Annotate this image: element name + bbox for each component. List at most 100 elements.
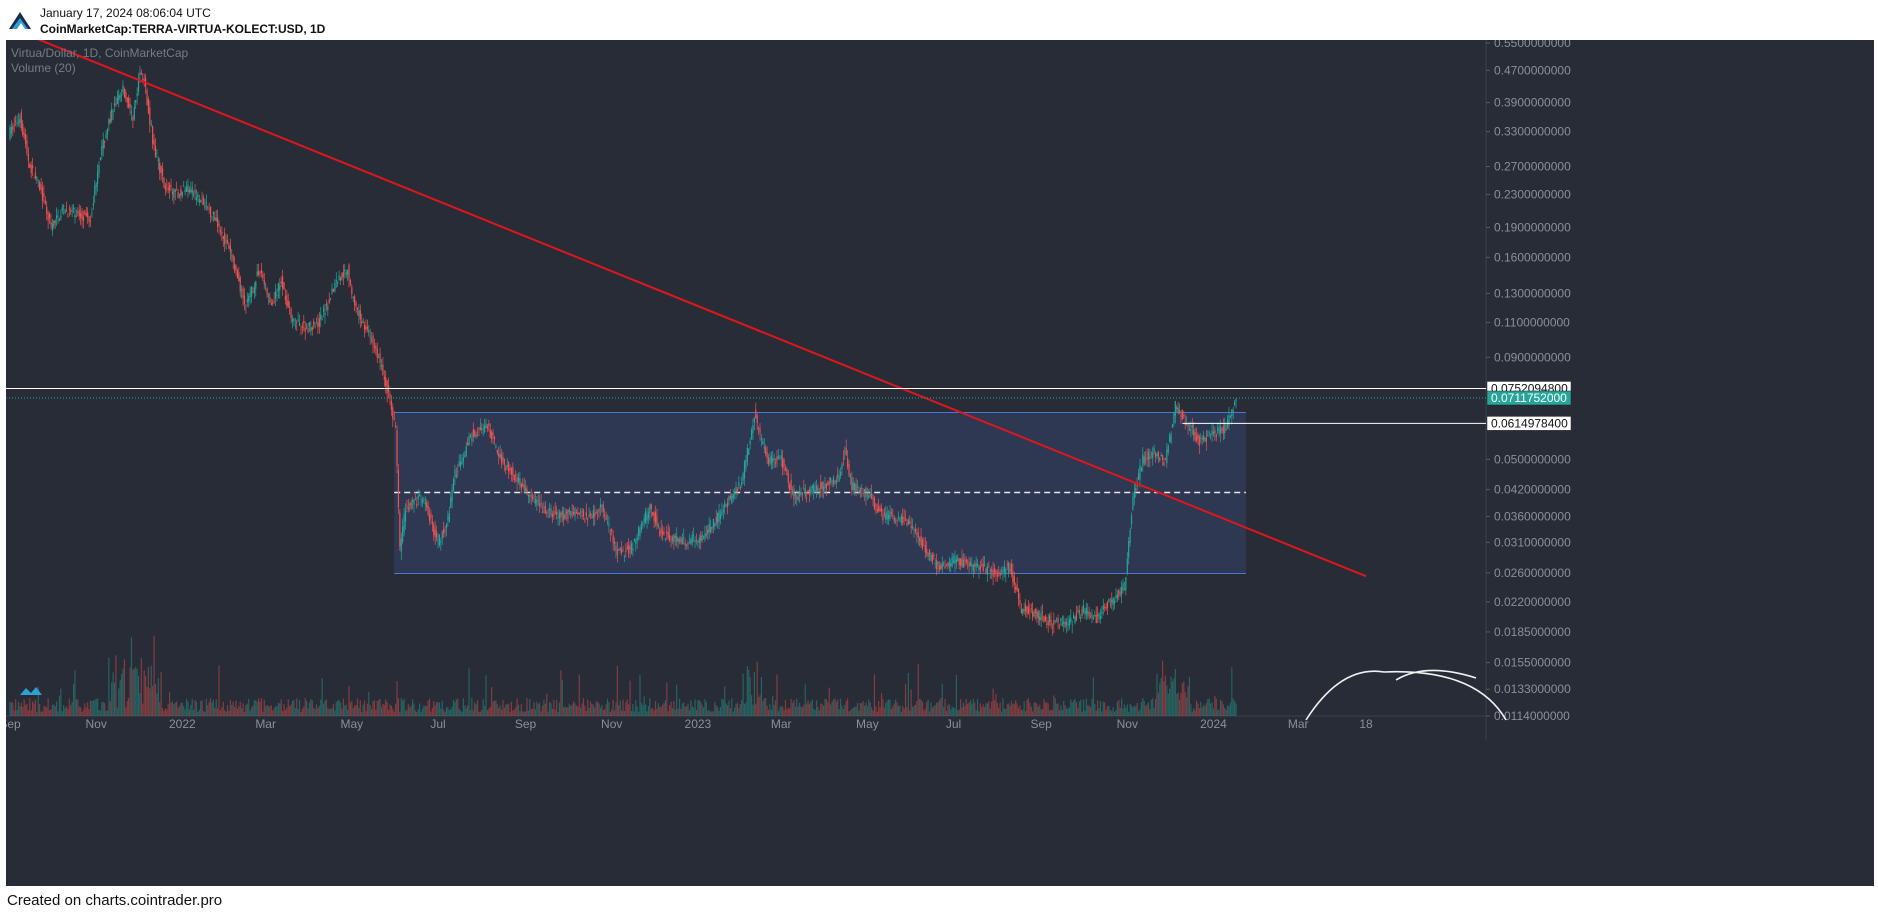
candle — [193, 194, 195, 196]
volume-bar — [72, 684, 75, 716]
x-tick-label: 2024 — [1200, 717, 1227, 731]
volume-bar — [656, 708, 658, 716]
volume-bar — [907, 672, 909, 716]
candle — [496, 449, 498, 454]
candle — [859, 488, 861, 493]
candle — [455, 475, 457, 477]
volume-bar — [491, 687, 493, 716]
candle — [688, 537, 691, 539]
candle — [1164, 458, 1167, 460]
volume-bar — [153, 635, 155, 716]
candle — [380, 364, 383, 367]
candle — [236, 269, 239, 279]
volume-bar — [36, 711, 38, 716]
candle — [847, 457, 849, 468]
candle — [664, 538, 666, 540]
candle — [940, 565, 942, 570]
volume-bar — [276, 706, 278, 716]
candle — [1037, 611, 1039, 619]
volume-bar — [1219, 699, 1222, 716]
candle — [27, 154, 29, 161]
volume-bar — [691, 706, 693, 716]
volume-bar — [642, 704, 644, 716]
volume-bar — [532, 708, 534, 716]
volume-bar — [927, 699, 929, 716]
candle — [358, 310, 360, 316]
y-tick-label: 0.0310000000 — [1494, 535, 1571, 549]
volume-bar — [219, 710, 222, 716]
volume-bar — [447, 707, 449, 716]
y-tick-label: 0.0360000000 — [1494, 509, 1571, 523]
candle — [200, 200, 202, 203]
volume-bar — [1084, 710, 1086, 716]
candle — [239, 277, 241, 292]
volume-bar — [954, 708, 956, 716]
volume-bar — [633, 711, 635, 716]
volume-bar — [568, 703, 570, 716]
volume-bar — [280, 699, 282, 716]
time-axis[interactable]: SepNov2022MarMayJulSepNov2023MarMayJulSe… — [6, 717, 1373, 731]
volume-bar — [1054, 698, 1056, 716]
candle — [606, 521, 609, 523]
candle — [810, 487, 812, 494]
volume-bar — [180, 703, 182, 716]
volume-bar — [334, 710, 336, 716]
price-chart[interactable]: 0.55000000000.47000000000.39000000000.33… — [6, 40, 1874, 886]
volume-bar — [99, 710, 101, 716]
candle — [985, 568, 987, 574]
candle — [1166, 449, 1168, 464]
chart-area[interactable]: 0.5500000000 0.4700000000 0.3900000000 0.33… — [6, 40, 1874, 886]
volume-bar — [50, 709, 52, 716]
candle — [728, 496, 730, 502]
volume-bar — [33, 703, 35, 716]
volume-bar — [1125, 707, 1127, 716]
volume-bar — [235, 700, 237, 716]
y-tick-label: 0.1900000000 — [1494, 221, 1571, 235]
volume-bar — [339, 702, 342, 716]
candle — [499, 453, 501, 458]
candle — [1232, 410, 1234, 412]
volume-bar — [115, 655, 117, 716]
volume-bar — [729, 708, 731, 716]
volume-bar — [481, 709, 483, 716]
candle — [806, 491, 808, 495]
candle — [498, 453, 500, 457]
candle — [40, 184, 42, 190]
candle — [1078, 609, 1080, 615]
volume-bar — [118, 688, 120, 716]
volume-bar — [611, 709, 613, 716]
volume-bar — [101, 702, 103, 716]
volume-bar — [527, 710, 529, 716]
candle — [486, 426, 489, 429]
candle — [106, 129, 109, 135]
volume-bar — [304, 698, 306, 716]
candle — [157, 159, 159, 162]
volume-bar — [60, 688, 62, 716]
candle — [851, 477, 853, 491]
volume-bar — [443, 709, 445, 716]
volume-bar — [1156, 673, 1158, 716]
volume-bar — [1198, 708, 1200, 716]
volume-bar — [354, 705, 356, 716]
candle — [982, 563, 984, 571]
volume-bar — [486, 710, 489, 716]
candle — [78, 210, 80, 217]
volume-bar — [796, 698, 798, 716]
volume-bar — [451, 706, 453, 716]
x-tick-label: Mar — [1288, 717, 1309, 731]
volume-bar — [492, 701, 494, 716]
volume-bar — [797, 706, 799, 716]
volume-bar — [666, 682, 668, 716]
price-axis[interactable]: 0.55000000000.47000000000.39000000000.33… — [1486, 40, 1571, 723]
candle — [161, 168, 164, 176]
candle — [1118, 590, 1120, 597]
candle — [74, 214, 76, 218]
volume-bar — [558, 702, 561, 716]
candle — [1167, 446, 1169, 452]
candle — [804, 488, 806, 496]
volume-bar — [645, 704, 647, 716]
volume-bar — [671, 708, 674, 716]
volume-bar — [259, 701, 261, 716]
candle — [961, 557, 963, 566]
volume-bar — [458, 708, 460, 716]
